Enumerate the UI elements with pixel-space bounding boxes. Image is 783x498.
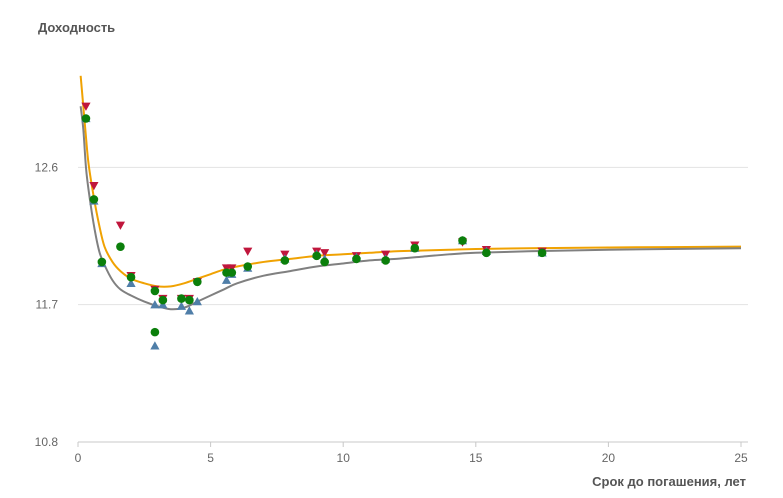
data-point-circle: [185, 295, 194, 305]
data-point-circle: [458, 236, 467, 245]
fitted-curves: [79, 75, 742, 311]
data-point-circle: [116, 242, 125, 251]
axes: 10.8 11.7 12.6 0 5 10 15 20 25: [35, 160, 748, 465]
data-point-triangle-down: [89, 181, 99, 191]
data-point-circle: [81, 114, 91, 123]
data-point-circle: [97, 257, 107, 267]
data-point-circle: [243, 262, 253, 271]
data-point-triangle-up: [150, 300, 160, 309]
data-point-circle: [89, 195, 99, 204]
data-point-circle: [193, 277, 202, 287]
data-point-triangle-up: [192, 297, 202, 306]
data-point-circle: [227, 268, 237, 277]
data-point-triangle-up: [150, 341, 160, 350]
data-point-circle: [482, 248, 491, 258]
data-point-circle: [150, 327, 160, 337]
data-point-circle: [352, 254, 361, 264]
x-tick-label: 0: [75, 451, 82, 465]
fitted-curve-2: [79, 106, 742, 311]
data-point-triangle-up: [184, 306, 194, 315]
y-tick-label: 12.6: [35, 160, 59, 174]
data-point-triangle-down: [243, 247, 253, 256]
data-point-triangle-up: [126, 278, 136, 287]
data-point-circle: [126, 272, 136, 282]
data-point-triangle-down: [115, 221, 126, 230]
data-point-triangle-up: [176, 301, 187, 310]
x-tick-label: 25: [734, 451, 748, 465]
data-point-circle: [381, 256, 390, 265]
x-tick-label: 20: [602, 451, 616, 465]
x-tick-label: 10: [337, 451, 351, 465]
data-point-triangle-up: [221, 275, 232, 284]
data-point-circle: [158, 295, 168, 305]
x-axis-title: Срок до погашения, лет: [592, 474, 746, 489]
data-point-circle: [320, 257, 329, 267]
x-tick-label: 5: [207, 451, 214, 465]
data-point-circle: [410, 243, 420, 253]
x-tick-label: 15: [469, 451, 483, 465]
data-point-circle: [312, 251, 321, 261]
fitted-curve-1: [79, 75, 742, 288]
data-point-triangle-down: [320, 249, 330, 258]
data-point-circle: [177, 294, 186, 303]
data-point-triangle-down: [81, 102, 91, 111]
y-tick-label: 11.7: [36, 298, 59, 312]
data-point-circle: [150, 286, 160, 296]
y-tick-label: 10.8: [35, 435, 59, 449]
y-axis-title: Доходность: [38, 20, 115, 35]
data-markers: [81, 102, 547, 350]
data-point-circle: [280, 256, 290, 265]
data-point-circle: [537, 248, 547, 258]
